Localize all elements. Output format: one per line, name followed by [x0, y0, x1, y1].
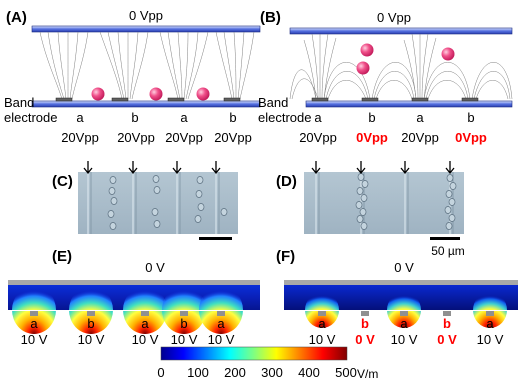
panel-b-bottom-substrate [305, 100, 513, 108]
cell-1 [91, 87, 105, 101]
sim-letter: a [217, 316, 225, 331]
sim-voltage: 10 V [132, 332, 159, 347]
letter: b [229, 110, 236, 125]
scale-bar-d [430, 237, 460, 240]
panel-e-simulation: 0 V a b a b a 10 V 10 V 10 V 10 V [8, 260, 260, 347]
colorbar-tick: 0 [157, 365, 164, 380]
sim-letter: a [486, 316, 494, 331]
voltage-label: 20Vpp [117, 130, 155, 145]
colorbar-unit: V/m [357, 367, 378, 380]
voltage-label: 20Vpp [401, 130, 439, 145]
panel-a-field-lines [39, 31, 255, 100]
panel-b: 0 Vpp Band electrode [258, 10, 513, 145]
panel-b-band-electrodes [311, 97, 479, 102]
panel-e-top-voltage: 0 V [145, 260, 165, 275]
band-electrode-label-b-2: electrode [258, 110, 311, 125]
cell-5 [356, 61, 370, 75]
band-electrode-label-2: electrode [4, 110, 57, 125]
panel-a: 0 Vpp Band electrode a b a [4, 8, 261, 145]
panel-b-letters: a b a b [314, 110, 474, 125]
sim-letter: b [87, 316, 94, 331]
panel-label-b: (B) [260, 9, 281, 26]
colorbar: 0 100 200 300 400 500 V/m [157, 346, 378, 380]
letter: b [131, 110, 138, 125]
panel-label-f: (F) [276, 248, 295, 265]
sim-voltage: 10 V [208, 332, 235, 347]
letter: b [368, 110, 375, 125]
voltage-label: 20Vpp [299, 130, 337, 145]
sim-letter: a [141, 316, 149, 331]
panel-label-a: (A) [6, 9, 27, 26]
sim-letter: a [318, 316, 326, 331]
panel-c-arrows [83, 161, 221, 175]
panel-label-e: (E) [52, 248, 72, 265]
colorbar-tick: 100 [187, 365, 209, 380]
voltage-label: 20Vpp [214, 130, 252, 145]
sim-letter-zero: b [361, 316, 369, 331]
panel-a-bottom-substrate [31, 100, 261, 108]
panel-b-field-lines [289, 33, 513, 100]
sim-voltage: 10 V [171, 332, 198, 347]
voltage-label-zero: 0Vpp [455, 130, 487, 145]
panel-c-micrograph [78, 172, 238, 240]
voltage-label: 20Vpp [165, 130, 203, 145]
cell-3 [196, 87, 210, 101]
colorbar-tick: 500 [335, 365, 357, 380]
panel-b-voltages: 20Vpp 0Vpp 20Vpp 0Vpp [299, 130, 487, 145]
letter: a [416, 110, 424, 125]
panel-d-arrows [311, 161, 455, 175]
sim-voltage-zero: 0 V [355, 332, 375, 347]
letter: a [314, 110, 322, 125]
sim-letter: b [180, 316, 187, 331]
panel-a-letters: a b a b [76, 110, 236, 125]
sim-voltage: 10 V [78, 332, 105, 347]
scale-bar-c [199, 237, 232, 240]
scale-bar-label: 50 µm [431, 244, 465, 258]
cell-4 [360, 43, 374, 57]
panel-a-top-voltage: 0 Vpp [129, 8, 163, 23]
sim-voltage: 10 V [391, 332, 418, 347]
sim-letter: a [30, 316, 38, 331]
panel-label-c: (C) [52, 173, 73, 190]
panel-f-simulation: 0 V a b a b a 10 V 0 V 10 V 0 V 10 V [284, 260, 518, 347]
band-electrode-label-b-1: Band [258, 95, 288, 110]
panel-a-voltages: 20Vpp 20Vpp 20Vpp 20Vpp [61, 130, 252, 145]
voltage-label: 20Vpp [61, 130, 99, 145]
cell-6 [441, 47, 455, 61]
colorbar-gradient [160, 346, 348, 361]
colorbar-tick: 300 [261, 365, 283, 380]
sim-letter: a [400, 316, 408, 331]
panel-label-d: (D) [276, 173, 297, 190]
letter: a [76, 110, 84, 125]
panel-a-top-plate [31, 25, 261, 33]
sim-voltage: 10 V [21, 332, 48, 347]
letter: a [180, 110, 188, 125]
colorbar-tick: 200 [224, 365, 246, 380]
panel-a-band-electrodes [55, 97, 241, 102]
sim-voltage-zero: 0 V [437, 332, 457, 347]
voltage-label-zero: 0Vpp [356, 130, 388, 145]
panel-f-top-voltage: 0 V [394, 260, 414, 275]
sim-voltage: 10 V [309, 332, 336, 347]
panel-d-micrograph [304, 172, 464, 240]
colorbar-tick: 400 [298, 365, 320, 380]
letter: b [467, 110, 474, 125]
cell-2 [149, 87, 163, 101]
panel-b-top-plate [289, 27, 513, 35]
sim-voltage: 10 V [477, 332, 504, 347]
panel-b-top-voltage: 0 Vpp [377, 10, 411, 25]
sim-letter-zero: b [443, 316, 451, 331]
band-electrode-label-1: Band [4, 95, 34, 110]
